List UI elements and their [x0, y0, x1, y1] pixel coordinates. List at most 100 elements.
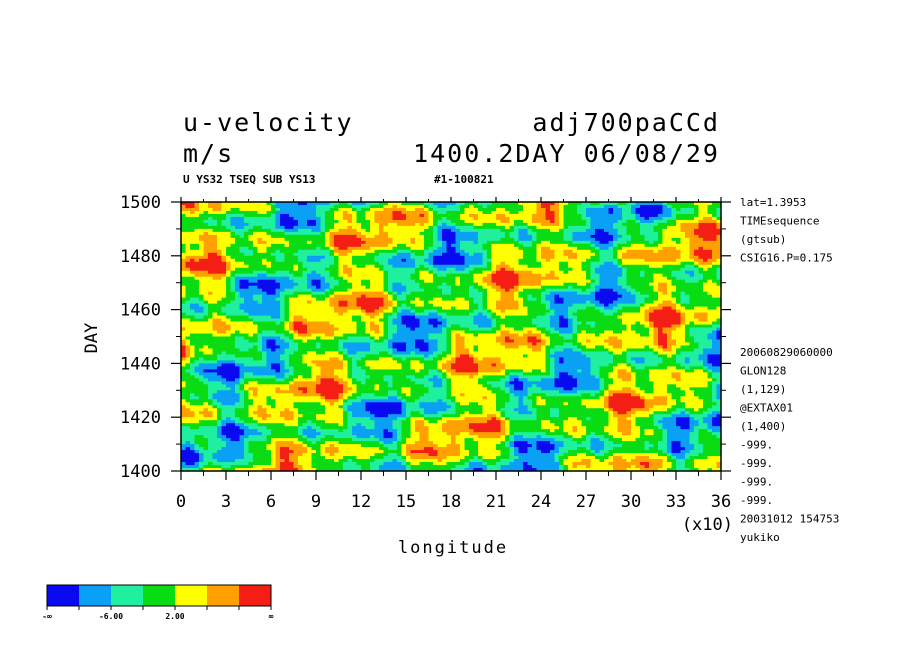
heatmap-cell: [478, 249, 483, 254]
heatmap-cell: [334, 234, 339, 239]
heatmap-cell: [293, 267, 299, 272]
heatmap-cell: [635, 243, 641, 248]
heatmap-cell: [343, 213, 348, 218]
heatmap-cell: [500, 216, 506, 221]
heatmap-cell: [604, 306, 609, 310]
heatmap-cell: [577, 282, 582, 287]
heatmap-cell: [374, 315, 380, 319]
heatmap-cell: [568, 261, 573, 266]
heatmap-cell: [352, 204, 357, 209]
heatmap-cell: [689, 246, 695, 251]
heatmap-cell: [662, 249, 668, 254]
heatmap-cell: [491, 309, 497, 313]
heatmap-cell: [590, 297, 596, 302]
heatmap-cell: [451, 216, 456, 221]
heatmap-cell: [280, 324, 285, 328]
heatmap-cell: [635, 255, 641, 260]
heatmap-cell: [523, 219, 528, 224]
heatmap-cell: [266, 204, 272, 209]
heatmap-cell: [671, 258, 677, 263]
heatmap-cell: [527, 249, 533, 254]
heatmap-cell: [658, 207, 663, 212]
heatmap-cell: [604, 222, 609, 227]
heatmap-cell: [257, 204, 263, 209]
heatmap-cell: [671, 303, 677, 308]
heatmap-cell: [626, 267, 632, 272]
heatmap-cell: [203, 210, 209, 215]
heatmap-cell: [262, 228, 267, 233]
heatmap-cell: [424, 216, 429, 221]
heatmap-cell: [307, 261, 312, 266]
heatmap-cell: [640, 240, 645, 245]
heatmap-cell: [262, 231, 267, 236]
heatmap-cell: [388, 300, 393, 305]
heatmap-cell: [347, 216, 353, 221]
heatmap-cell: [545, 306, 551, 310]
heatmap-cell: [352, 264, 357, 269]
heatmap-cell: [680, 279, 686, 284]
heatmap-cell: [667, 267, 672, 272]
heatmap-cell: [446, 258, 452, 263]
heatmap-cell: [496, 279, 501, 284]
heatmap-cell: [523, 225, 528, 230]
heatmap-cell: [505, 210, 510, 215]
heatmap-cell: [244, 324, 249, 328]
heatmap-cell: [383, 312, 389, 316]
heatmap-cell: [613, 294, 618, 299]
heatmap-cell: [361, 282, 366, 287]
heatmap-cell: [617, 285, 623, 290]
heatmap-cell: [311, 228, 317, 233]
heatmap-cell: [635, 276, 641, 281]
heatmap-cell: [604, 243, 609, 248]
heatmap-cell: [388, 243, 393, 248]
heatmap-cell: [451, 240, 456, 245]
heatmap-cell: [388, 279, 393, 284]
heatmap-cell: [586, 207, 591, 212]
heatmap-cell: [554, 312, 560, 316]
heatmap-cell: [554, 210, 560, 215]
heatmap-cell: [248, 210, 254, 215]
heatmap-cell: [550, 222, 555, 227]
heatmap-cell: [298, 279, 303, 284]
heatmap-cell: [370, 243, 375, 248]
heatmap-cell: [545, 273, 551, 278]
heatmap-cell: [640, 312, 645, 316]
heatmap-cell: [185, 252, 191, 257]
heatmap-cell: [221, 228, 227, 233]
heatmap-cell: [707, 315, 713, 319]
heatmap-cell: [464, 315, 470, 319]
heatmap-cell: [271, 294, 276, 299]
heatmap-cell: [244, 312, 249, 316]
heatmap-cell: [334, 285, 339, 290]
heatmap-cell: [244, 291, 249, 296]
heatmap-cell: [689, 291, 695, 296]
heatmap-cell: [644, 222, 650, 227]
heatmap-cell: [235, 297, 240, 302]
heatmap-cell: [685, 210, 690, 215]
heatmap-cell: [356, 285, 362, 290]
heatmap-cell: [622, 270, 627, 275]
heatmap-cell: [271, 321, 276, 325]
heatmap-cell: [316, 291, 321, 296]
heatmap-cell: [397, 291, 402, 296]
heatmap-cell: [550, 297, 555, 302]
heatmap-cell: [640, 303, 645, 308]
heatmap-cell: [491, 243, 497, 248]
heatmap-cell: [469, 270, 474, 275]
heatmap-cell: [334, 291, 339, 296]
heatmap-cell: [370, 270, 375, 275]
heatmap-cell: [275, 267, 281, 272]
heatmap-cell: [302, 258, 308, 263]
heatmap-cell: [325, 282, 330, 287]
heatmap-cell: [460, 291, 465, 296]
heatmap-cell: [608, 318, 614, 322]
heatmap-cell: [460, 303, 465, 308]
heatmap-cell: [275, 300, 281, 305]
heatmap-cell: [401, 273, 407, 278]
heatmap-cell: [559, 273, 564, 278]
heatmap-cell: [401, 219, 407, 224]
heatmap-cell: [635, 252, 641, 257]
heatmap-cell: [716, 252, 722, 257]
heatmap-cell: [577, 210, 582, 215]
heatmap-cell: [442, 255, 447, 260]
